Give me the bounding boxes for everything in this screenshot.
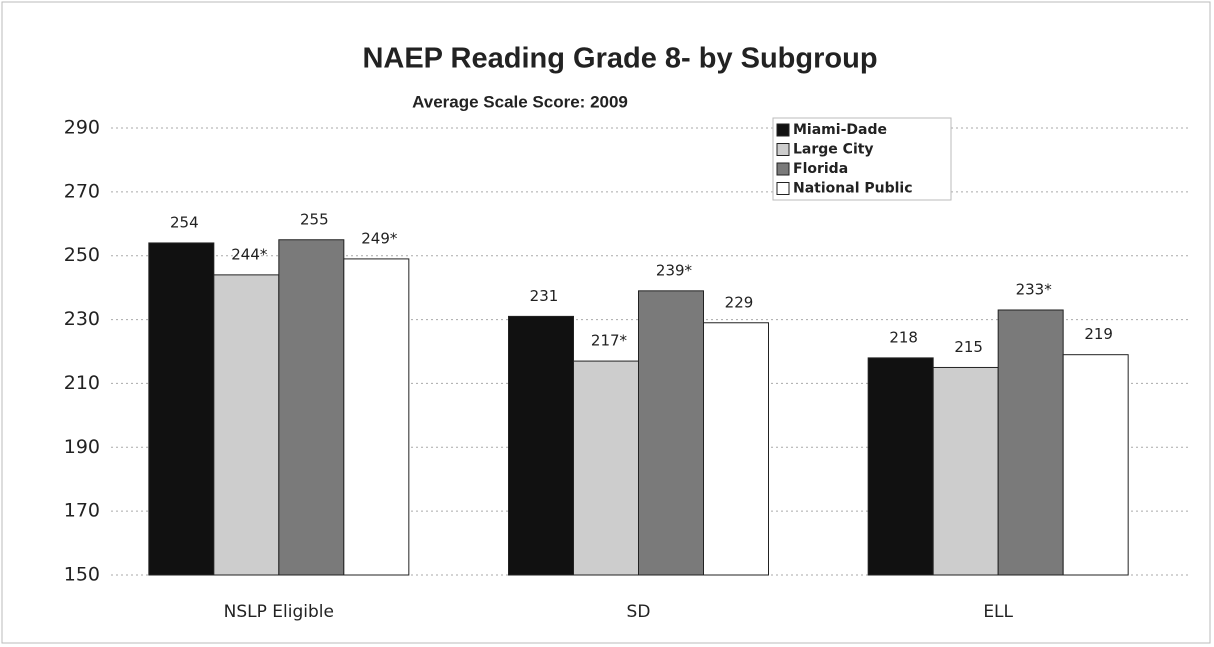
x-tick-label: NSLP Eligible (224, 602, 334, 622)
legend-label: Florida (793, 161, 848, 177)
bar (213, 274, 280, 576)
value-label: 239* (656, 261, 693, 279)
legend-box (772, 117, 952, 201)
value-label: 255 (300, 210, 329, 228)
legend-swatch (776, 123, 790, 137)
y-tick-label: 170 (64, 500, 100, 522)
y-tick-label: 210 (64, 372, 100, 394)
legend-label: Miami-Dade (793, 122, 887, 138)
value-label: 217* (591, 332, 628, 350)
legend-label: Large City (793, 142, 874, 158)
bar (278, 239, 345, 576)
value-label: 249* (361, 229, 398, 247)
bar (343, 258, 410, 576)
legend-label: National Public (793, 181, 913, 197)
y-tick-label: 190 (64, 436, 100, 458)
bar (997, 309, 1064, 576)
bar (573, 360, 639, 576)
bar (508, 315, 574, 576)
y-tick-label: 230 (64, 308, 100, 330)
value-label: 244* (231, 245, 268, 263)
value-label: 218 (889, 328, 918, 346)
y-tick-label: 270 (64, 180, 100, 202)
value-label: 219 (1084, 325, 1113, 343)
bar (932, 366, 999, 576)
value-label: 215 (954, 338, 983, 356)
chart-title: NAEP Reading Grade 8- by Subgroup (362, 43, 877, 75)
value-label: 231 (530, 287, 559, 305)
value-label: 254 (170, 213, 199, 231)
value-label: 233* (1016, 280, 1053, 298)
legend-swatch (776, 162, 790, 176)
bar (867, 357, 934, 576)
x-tick-label: ELL (983, 602, 1013, 622)
chart-subtitle: Average Scale Score: 2009 (412, 92, 628, 111)
bar (638, 290, 704, 576)
x-tick-label: SD (627, 602, 651, 622)
value-label: 229 (725, 293, 754, 311)
legend-swatch (776, 143, 790, 156)
y-tick-label: 290 (64, 117, 100, 139)
y-tick-label: 250 (64, 244, 100, 266)
bar (148, 242, 215, 576)
bar (703, 322, 769, 576)
y-tick-label: 150 (64, 564, 100, 586)
legend-swatch (776, 182, 790, 195)
bar (1062, 354, 1129, 576)
